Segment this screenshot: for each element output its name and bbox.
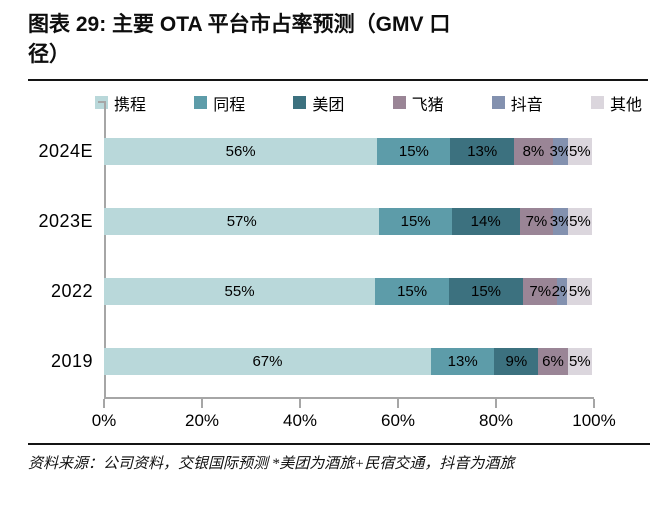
title-line-1: 图表 29: 主要 OTA 平台市占率预测（GMV 口 <box>28 13 451 36</box>
legend-item: 其他 <box>590 91 642 115</box>
bar-segment: 15% <box>379 208 452 236</box>
legend-label: 美团 <box>312 96 345 114</box>
bar-segment: 13% <box>430 348 495 376</box>
bar-segment: 3% <box>550 208 571 236</box>
category-label: 2019 <box>50 351 93 372</box>
category-label: 2023E <box>38 211 93 232</box>
stacked-bar: 57% 15% 14% 7% 3% 5% <box>104 208 592 236</box>
legend-swatch <box>293 96 307 110</box>
legend-label: 抖音 <box>510 96 543 114</box>
bar-segment: 5% <box>567 348 592 376</box>
legend-swatch <box>194 96 208 110</box>
legend-label: 其他 <box>609 96 642 114</box>
y-axis-line <box>104 100 106 397</box>
axis-tick <box>299 398 301 408</box>
legend-swatch <box>95 96 108 110</box>
legend-swatch <box>491 96 505 110</box>
bar-segment: 9% <box>494 348 539 376</box>
bar-row: 2022 55% 15% 15% 7% 2% 5% <box>0 257 670 327</box>
bar-segment: 13% <box>450 138 514 166</box>
bar-row: 2024E 56% 15% 13% 8% 3% 5% <box>0 117 670 187</box>
bar-segment: 8% <box>513 138 553 166</box>
bar-segment: 2% <box>552 278 573 306</box>
title-divider <box>28 78 648 81</box>
legend-item: 抖音 <box>491 91 543 115</box>
stacked-bar-chart: 2024E 56% 15% 13% 8% 3% 5% 2023E 57% 15% 14% 7% 3% 5%… <box>0 100 670 433</box>
bar-row: 2019 67% 13% 9% 6% 5% <box>0 327 670 397</box>
legend-label: 飞猪 <box>411 96 444 114</box>
axis-tick <box>593 398 595 408</box>
axis-tick-label: 40% <box>282 410 318 430</box>
legend-item: 携程 <box>95 91 146 115</box>
bar-segment: 5% <box>567 208 592 236</box>
page-title: 图表 29: 主要 OTA 平台市占率预测（GMV 口 径） <box>28 10 650 71</box>
axis-tick-label: 80% <box>478 410 514 430</box>
axis-tick-label: 0% <box>91 410 117 430</box>
axis-tick-label: 20% <box>184 410 220 430</box>
legend-label: 携程 <box>114 96 147 114</box>
source-note: 资料来源：公司资料，交银国际预测 *美团为酒旅+民宿交通，抖音为酒旅 <box>28 455 515 472</box>
axis-tick-label: 60% <box>380 410 416 430</box>
stacked-bar: 55% 15% 15% 7% 2% 5% <box>104 278 592 306</box>
title-line-2: 径） <box>28 43 70 67</box>
bar-segment: 15% <box>375 278 450 306</box>
legend-label: 同程 <box>213 96 246 114</box>
axis-tick <box>397 398 399 408</box>
chart-rows: 2024E 56% 15% 13% 8% 3% 5% 2023E 57% 15% 14% 7% 3% 5%… <box>0 100 670 397</box>
bar-segment: 15% <box>449 278 523 306</box>
axis-tick-label: 100% <box>572 410 616 430</box>
bar-segment: 5% <box>567 138 593 166</box>
legend-item: 同程 <box>194 91 245 115</box>
footer-divider <box>28 442 650 445</box>
legend-swatch <box>590 96 604 110</box>
legend: 携程 同程 美团 飞猪 抖音 其他 <box>95 91 642 115</box>
x-axis-tick-labels: 0% 20% 40% 60% 80% 100% <box>92 409 616 433</box>
bar-segment: 7% <box>522 278 558 306</box>
bar-segment: 3% <box>549 138 571 166</box>
stacked-bar: 56% 15% 13% 8% 3% 5% <box>104 138 593 166</box>
legend-item: 美团 <box>293 91 344 115</box>
bar-segment: 67% <box>104 348 431 376</box>
category-label: 2022 <box>50 281 93 302</box>
y-axis-top-tick <box>98 100 106 103</box>
axis-tick <box>201 398 203 408</box>
bar-segment: 7% <box>519 208 554 236</box>
legend-item: 飞猪 <box>392 91 444 115</box>
bar-segment: 14% <box>451 208 520 236</box>
x-axis-line <box>103 396 595 409</box>
bar-segment: 5% <box>567 278 592 306</box>
bar-row: 2023E 57% 15% 14% 7% 3% 5% <box>0 187 670 257</box>
axis-tick <box>103 398 105 408</box>
legend-swatch <box>392 96 406 110</box>
bar-segment: 6% <box>538 348 568 376</box>
bar-segment: 56% <box>104 138 378 166</box>
bar-segment: 57% <box>104 208 380 236</box>
bar-segment: 55% <box>104 278 376 306</box>
bar-segment: 15% <box>377 138 451 166</box>
category-label: 2024E <box>38 141 93 162</box>
stacked-bar: 67% 13% 9% 6% 5% <box>104 348 592 376</box>
axis-tick <box>495 398 497 408</box>
